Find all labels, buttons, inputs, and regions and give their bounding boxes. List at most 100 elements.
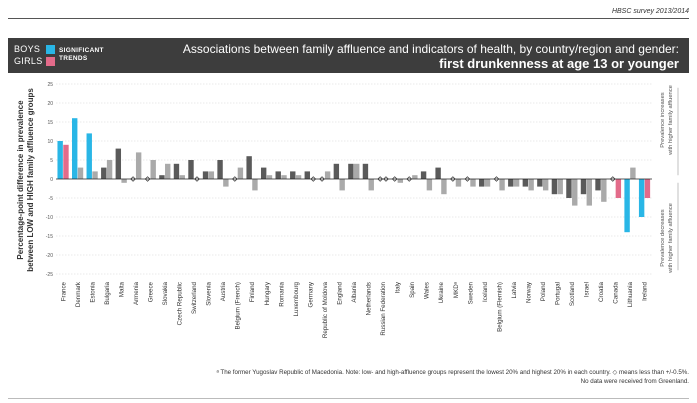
y-tick-label: -15 [46, 234, 53, 240]
bar-girls-29 [484, 179, 491, 187]
bar-girls-25 [426, 179, 433, 191]
x-tick-label: Sweden [467, 281, 474, 304]
bar-girls-32 [528, 179, 534, 191]
side-label-decrease: Prevalence decreases with higher family a… [660, 182, 679, 274]
x-tick-label: Switzerland [191, 281, 198, 314]
bar-girls-24 [412, 175, 418, 179]
bar-girls-3 [106, 160, 113, 179]
bar-girls-23 [397, 179, 404, 183]
x-tick-label: England [336, 281, 343, 304]
bar-boys-36 [580, 179, 587, 195]
x-tick-label: Republic of Moldova [322, 281, 329, 338]
y-tick-label: 10 [47, 139, 53, 145]
chart-subtitle: first drunkenness at age 13 or younger [439, 56, 679, 71]
side-label-line: Prevalence decreases [660, 209, 666, 266]
x-tick-label: Netherlands [366, 282, 373, 315]
chart-title: Associations between family affluence an… [182, 42, 679, 56]
bar-girls-26 [441, 179, 447, 195]
bar-girls-20 [354, 163, 360, 179]
bar-girls-15 [281, 175, 287, 179]
x-tick-label: Estonia [89, 281, 96, 302]
bar-boys-16 [290, 171, 296, 179]
x-tick-label: Czech Republic [177, 282, 184, 325]
y-axis-label-line2: between LOW and HIGH family affluence gr… [26, 88, 35, 272]
bar-boys-15 [275, 171, 281, 179]
bar-girls-35 [572, 179, 578, 206]
y-tick-label: 5 [50, 158, 53, 164]
y-axis-ticks: 25 20 15 10 5 0 -5 -10 -15 -20 -25 [46, 82, 53, 278]
x-tick-label: Luxembourg [293, 281, 300, 316]
bar-boys-14 [260, 167, 267, 179]
bar-boys-21 [362, 163, 369, 179]
x-tick-label: Romania [278, 281, 285, 306]
bar-girls-37 [601, 179, 607, 202]
survey-label: HBSC survey 2013/2014 [611, 8, 689, 15]
chart-header: BOYS GIRLS SIGNIFICANT TRENDS Association… [8, 38, 689, 73]
footnote-line2: No data were received from Greenland. [580, 378, 689, 385]
y-tick-label: -20 [46, 253, 53, 259]
bar-boys-39 [624, 179, 630, 233]
bottom-divider [8, 398, 689, 399]
x-tick-label: Albania [351, 281, 358, 302]
bar-boys-0 [57, 141, 63, 179]
bar-girls-27 [455, 179, 462, 187]
y-tick-label: -25 [46, 272, 53, 278]
x-tick-label: Armenia [133, 281, 140, 305]
x-tick-label: Latvia [511, 281, 518, 298]
y-tick-label: 25 [47, 82, 53, 88]
bar-girls-12 [237, 167, 244, 179]
y-tick-label: -5 [49, 196, 54, 202]
bar-girls-8 [179, 175, 185, 179]
bar-girls-11 [223, 179, 229, 187]
bar-girls-36 [586, 179, 592, 206]
x-tick-label: Greece [147, 281, 154, 302]
legend-girls-swatch [46, 57, 55, 66]
bar-girls-19 [339, 179, 345, 191]
legend-significant-label: SIGNIFICANT TRENDS [59, 47, 104, 62]
bar-boys-10 [202, 171, 209, 179]
bar-boys-33 [537, 179, 543, 187]
bar-boys-25 [420, 171, 427, 179]
x-axis-labels: France Denmark Estonia Bulgaria Malta Armenia… [60, 281, 648, 338]
gridlines [56, 83, 652, 275]
x-tick-label: Canada [613, 281, 620, 303]
bar-boys-37 [595, 179, 601, 191]
x-tick-label: Germany [307, 281, 314, 307]
bar-girls-13 [252, 179, 258, 191]
footnote-line1: ᵃ The former Yugoslav Republic of Macedo… [216, 369, 689, 376]
x-tick-label: Bulgaria [104, 281, 111, 304]
bar-girls-34 [557, 179, 563, 195]
bar-girls-33 [542, 179, 549, 191]
bar-boys-34 [551, 179, 558, 195]
side-label-line: with higher family affluence [668, 203, 674, 274]
x-tick-label: Israel [584, 282, 591, 297]
bar-boys-13 [246, 156, 252, 179]
bar-girls-28 [470, 179, 476, 187]
bar-girls-10 [208, 171, 215, 179]
bar-girls-14 [266, 175, 273, 179]
x-tick-label: Italy [395, 281, 402, 293]
bars [57, 118, 651, 233]
y-tick-label: 20 [47, 101, 53, 107]
x-tick-label: Iceland [482, 281, 489, 302]
bar-girls-39 [630, 167, 636, 179]
x-tick-label: Croatia [598, 281, 605, 302]
bar-girls-5 [135, 152, 142, 179]
bar-boys-32 [522, 179, 529, 187]
footnote: ᵃ The former Yugoslav Republic of Macedo… [217, 368, 689, 386]
x-tick-label: Portugal [555, 282, 562, 305]
bar-girls-38 [615, 179, 622, 198]
x-tick-label: Hungary [264, 281, 271, 305]
bar-boys-2 [86, 133, 92, 179]
bar-boys-4 [115, 148, 122, 179]
x-tick-label: Slovenia [206, 281, 213, 305]
x-tick-label: Ireland [642, 281, 649, 300]
bar-girls-40 [644, 179, 651, 198]
bar-girls-30 [499, 179, 505, 191]
side-label-line: with higher family affluence [668, 85, 674, 156]
bar-girls-7 [165, 163, 171, 179]
bar-boys-20 [348, 163, 354, 179]
x-tick-label: Ukraine [438, 281, 445, 303]
bar-girls-0 [63, 144, 69, 179]
legend-boys-label: BOYS [14, 44, 41, 54]
